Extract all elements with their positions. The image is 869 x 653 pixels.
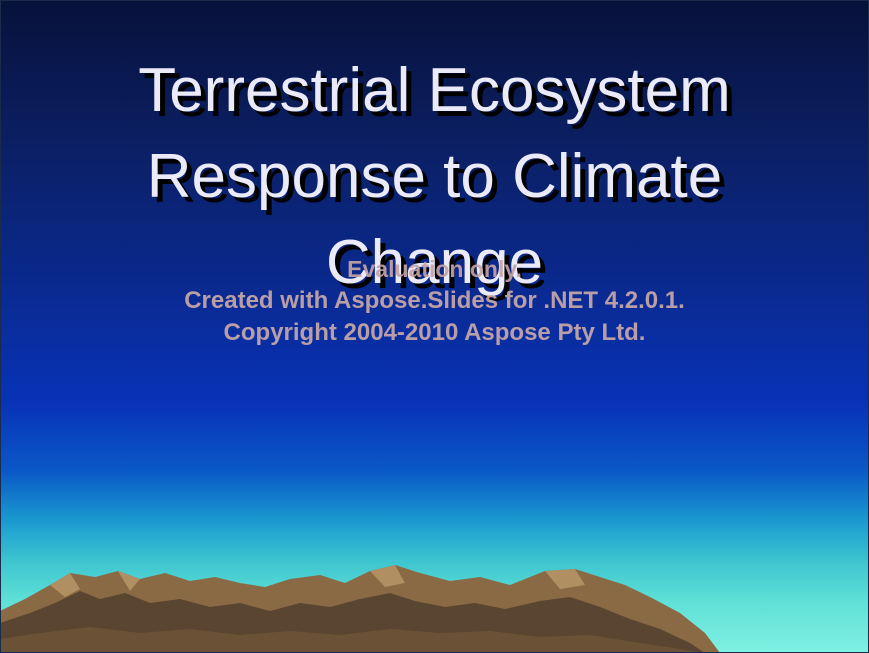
mountain-range-image — [0, 565, 720, 653]
watermark-line-evaluation: Evaluation only. — [347, 256, 522, 282]
watermark-line-created: Created with Aspose.Slides for .NET 4.2.… — [184, 287, 685, 314]
watermark-line-copyright: Copyright 2004-2010 Aspose Pty Ltd. — [223, 319, 646, 346]
evaluation-watermark: Evaluation only. Created with Aspose.Sli… — [0, 253, 869, 349]
slide-title: Terrestrial Ecosystem Response to Climat… — [138, 56, 731, 297]
mountain-front-ridge — [0, 627, 700, 653]
